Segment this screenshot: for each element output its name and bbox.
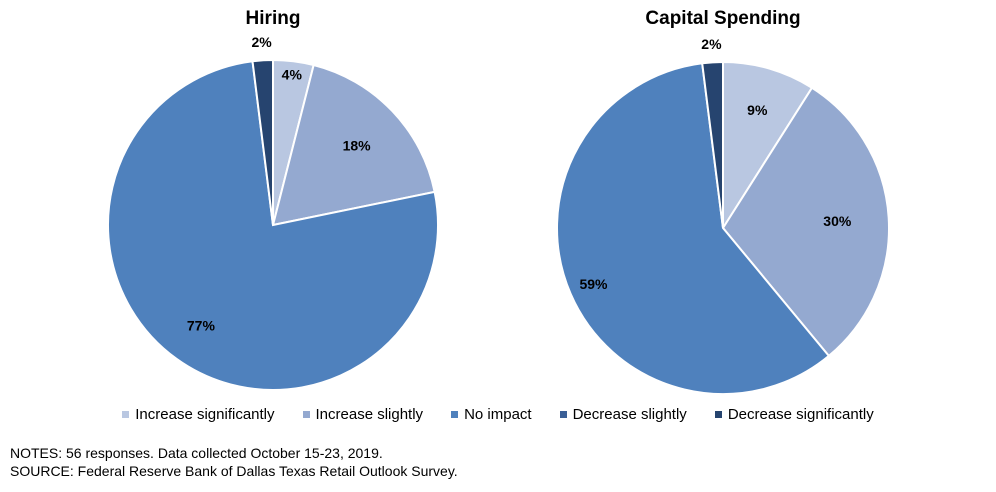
capital-spending-label-decrease-significantly: 2%	[701, 36, 722, 52]
legend-item-increase-slightly: Increase slightly	[302, 405, 424, 423]
capital-spending-label-no-impact: 59%	[579, 276, 608, 292]
source-line: SOURCE: Federal Reserve Bank of Dallas T…	[10, 463, 458, 479]
capital-spending-slice-no-impact	[556, 62, 831, 395]
legend-item-decrease-significantly: Decrease significantly	[714, 405, 874, 423]
legend-item-decrease-slightly: Decrease slightly	[559, 405, 687, 423]
legend-label-decrease-significantly: Decrease significantly	[727, 405, 874, 423]
legend-swatch-decrease-slightly	[559, 410, 567, 418]
hiring-label-increase-significantly: 4%	[282, 66, 303, 82]
hiring-slice-decrease-significantly	[251, 58, 274, 226]
charts-area: Hiring 4% 18% 77% 2% Capital Spending 9% 30%…	[107, 8, 891, 395]
hiring-label-increase-slightly: 18%	[343, 137, 372, 153]
legend-item-increase-significantly: Increase significantly	[122, 405, 275, 423]
hiring-label-decrease-significantly: 2%	[251, 34, 272, 50]
chart-legend: Increase significantly Increase slightly…	[0, 403, 996, 425]
legend-swatch-increase-significantly	[122, 410, 130, 418]
capital-spending-slice-decrease-significantly	[701, 60, 724, 229]
legend-swatch-increase-slightly	[302, 410, 310, 418]
hiring-pie-chart: Hiring 4% 18% 77% 2%	[107, 8, 439, 391]
capital-spending-label-increase-slightly: 30%	[823, 213, 852, 229]
capital-spending-slice-increase-slightly	[721, 86, 891, 358]
chart-notes: NOTES: 56 responses. Data collected Octo…	[10, 444, 458, 480]
hiring-slice-increase-slightly	[271, 63, 436, 227]
legend-swatch-decrease-significantly	[714, 410, 722, 418]
capital-spending-label-increase-significantly: 9%	[747, 102, 768, 118]
capital-spending-chart-title: Capital Spending	[645, 8, 800, 29]
legend-label-no-impact: No impact	[464, 405, 532, 423]
notes-line: NOTES: 56 responses. Data collected Octo…	[10, 445, 383, 461]
hiring-chart-title: Hiring	[246, 8, 301, 29]
legend-item-no-impact: No impact	[451, 406, 532, 423]
hiring-label-no-impact: 77%	[187, 318, 216, 334]
capital-spending-slice-increase-significantly	[722, 60, 814, 232]
hiring-slice-no-impact	[107, 60, 439, 391]
legend-swatch-no-impact	[451, 410, 459, 418]
legend-label-decrease-slightly: Decrease slightly	[572, 405, 687, 423]
capital-spending-pie-chart: Capital Spending 9% 30% 59% 2%	[556, 8, 891, 395]
legend-label-increase-slightly: Increase slightly	[315, 405, 424, 423]
legend-label-increase-significantly: Increase significantly	[135, 405, 275, 423]
